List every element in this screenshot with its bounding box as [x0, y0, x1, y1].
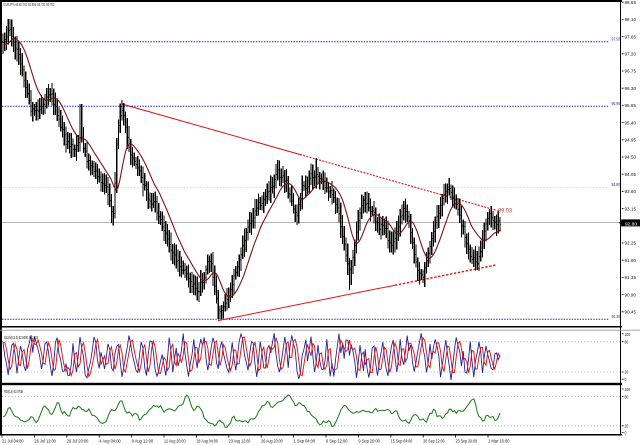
svg-text:97.50: 97.50: [612, 37, 621, 42]
svg-text:21 Jul 04:00: 21 Jul 04:00: [2, 438, 24, 443]
svg-text:94.05: 94.05: [625, 172, 637, 177]
svg-text:90.90: 90.90: [625, 292, 637, 297]
svg-text:98.55: 98.55: [625, 0, 637, 5]
svg-text:9 Aug 12:00: 9 Aug 12:00: [132, 438, 154, 443]
svg-text:92.80: 92.80: [625, 221, 637, 227]
svg-text:95.85: 95.85: [625, 103, 637, 108]
svg-text:15 Sep 04:00: 15 Sep 04:00: [391, 438, 413, 443]
svg-text:23 Sep 20:00: 23 Sep 20:00: [456, 438, 478, 443]
svg-text:20: 20: [625, 370, 629, 375]
svg-text:0: 0: [625, 377, 627, 382]
svg-text:26 Jul 12:00: 26 Jul 12:00: [34, 438, 56, 443]
svg-text:91.35: 91.35: [625, 275, 637, 280]
svg-text:26 Aug 20:00: 26 Aug 20:00: [261, 438, 283, 443]
svg-text:1 Sep 04:00: 1 Sep 04:00: [294, 438, 316, 443]
svg-text:80: 80: [625, 394, 629, 399]
svg-text:90.30: 90.30: [612, 314, 621, 319]
svg-text:89.03: 89.03: [498, 208, 513, 215]
svg-text:93.60: 93.60: [625, 189, 637, 194]
svg-text:RSI(14) 62.0748: RSI(14) 62.0748: [4, 389, 23, 394]
svg-text:0: 0: [625, 430, 627, 435]
svg-text:18 Aug 04:00: 18 Aug 04:00: [196, 438, 218, 443]
svg-text:6 Sep 12:00: 6 Sep 12:00: [326, 438, 348, 443]
svg-text:93.15: 93.15: [625, 206, 637, 211]
svg-text:100: 100: [625, 387, 631, 392]
svg-text:20 Sep 12:00: 20 Sep 12:00: [423, 438, 445, 443]
svg-text:29 Jul 20:00: 29 Jul 20:00: [67, 438, 89, 443]
svg-text:97.65: 97.65: [625, 34, 637, 39]
svg-text:EURJPY,H4 92.791 92.806 92.731: EURJPY,H4 92.791 92.806 92.731 92.782: [4, 2, 55, 7]
svg-text:4 Aug 04:00: 4 Aug 04:00: [99, 438, 121, 443]
svg-text:94.95: 94.95: [625, 138, 637, 143]
svg-text:98.10: 98.10: [625, 17, 637, 22]
svg-text:23 Aug 12:00: 23 Aug 12:00: [229, 438, 251, 443]
svg-text:96.75: 96.75: [625, 69, 637, 74]
svg-text:12 Aug 20:00: 12 Aug 20:00: [164, 438, 186, 443]
svg-text:93.80: 93.80: [612, 182, 621, 187]
svg-text:Stoch(5,3,3) 52.5000 46.1903: Stoch(5,3,3) 52.5000 46.1903: [4, 335, 38, 340]
svg-text:97.20: 97.20: [625, 52, 637, 57]
svg-text:1 Mar 16:00: 1 Mar 16:00: [488, 438, 510, 443]
svg-text:100: 100: [625, 332, 631, 337]
svg-text:94.50: 94.50: [625, 155, 637, 160]
svg-text:92.25: 92.25: [625, 241, 637, 246]
svg-text:95.40: 95.40: [625, 120, 637, 125]
svg-text:20: 20: [625, 424, 629, 429]
svg-text:95.90: 95.90: [612, 101, 621, 106]
svg-text:91.80: 91.80: [625, 258, 637, 263]
svg-text:80: 80: [625, 339, 629, 344]
svg-text:9 Sep 20:00: 9 Sep 20:00: [358, 438, 380, 443]
svg-text:90.45: 90.45: [625, 310, 637, 315]
svg-text:96.30: 96.30: [625, 86, 637, 91]
